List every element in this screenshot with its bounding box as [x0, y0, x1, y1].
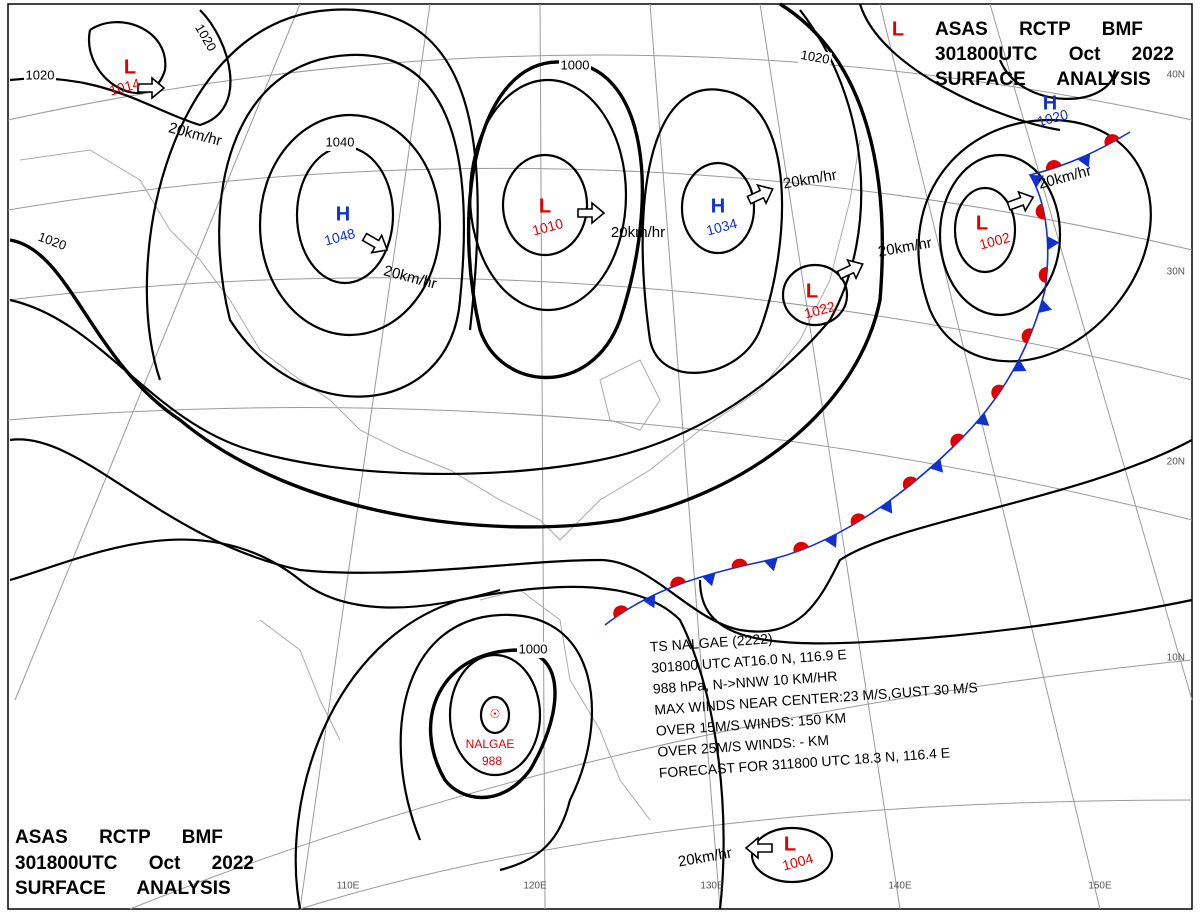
label-bg	[517, 642, 549, 658]
header-line: SURFACE ANALYSIS	[15, 878, 231, 899]
cold-symbol	[764, 557, 778, 572]
cold-symbol	[975, 412, 990, 426]
warm-symbol	[613, 605, 628, 618]
center-symbol: L	[806, 280, 818, 302]
header-line: ASAS RCTP BMF	[15, 827, 223, 848]
label-bg	[34, 229, 70, 255]
center-symbol: L	[784, 833, 796, 855]
isobar-label: 1000	[519, 641, 548, 656]
longitude-label: 110E	[337, 881, 360, 892]
center-pressure: 1048	[323, 225, 357, 249]
motion-arrow	[746, 183, 774, 206]
label-bg	[797, 47, 833, 69]
storm-name: NALGAE	[466, 737, 515, 751]
cold-symbol	[701, 572, 716, 587]
isobars	[9, 2, 1193, 910]
label-bg	[24, 68, 56, 84]
isobar-label: 1020	[26, 67, 55, 82]
center-symbol: L	[892, 18, 904, 40]
storm-pressure: 988	[482, 754, 502, 768]
center-symbol: L	[124, 56, 136, 78]
latitude-label: 30N	[1167, 267, 1185, 278]
cold-symbol	[1047, 236, 1060, 251]
stationary-front	[604, 131, 1131, 626]
header-line: 301800UTC Oct 2022	[935, 44, 1174, 65]
isobar-label: 1020	[800, 47, 831, 67]
cold-symbol	[929, 458, 944, 473]
label-bg	[559, 58, 591, 74]
warm-symbol	[793, 541, 809, 553]
warm-symbol	[950, 433, 964, 448]
center-pressure: 1034	[705, 215, 739, 239]
cold-symbol	[1038, 299, 1052, 314]
motion-arrow	[577, 201, 606, 225]
cold-symbol	[642, 594, 656, 609]
motion-arrows	[137, 76, 1035, 860]
wind-label: 20km/hr	[611, 224, 665, 241]
isobar-label: 1040	[326, 134, 355, 149]
header-line: SURFACE ANALYSIS	[935, 69, 1151, 90]
warm-symbol	[1038, 267, 1048, 283]
warm-symbol	[1046, 160, 1062, 171]
coastlines	[19, 139, 861, 821]
motion-arrow	[137, 76, 166, 100]
center-symbol: L	[976, 212, 988, 234]
warm-symbol	[670, 576, 686, 588]
cold-symbol	[1077, 153, 1091, 168]
warm-symbol	[902, 476, 917, 490]
longitude-label: 150E	[1088, 881, 1112, 892]
warm-symbol	[731, 558, 748, 569]
isobar-label: 1000	[561, 57, 590, 72]
longitude-label: 120E	[523, 881, 547, 892]
longitude-label: 140E	[888, 881, 912, 892]
warm-symbol	[1035, 203, 1046, 220]
storm-symbol: ☉	[490, 707, 501, 721]
warm-symbol	[991, 384, 1004, 400]
graticule	[7, 3, 1193, 910]
label-bg	[324, 135, 356, 151]
latitude-label: 40N	[1167, 70, 1185, 81]
label-bg	[190, 20, 220, 56]
motion-arrow	[836, 258, 864, 281]
motion-arrow	[744, 836, 773, 860]
center-symbol: H	[336, 203, 350, 225]
header-line: 301800UTC Oct 2022	[15, 853, 254, 874]
center-symbol: L	[539, 195, 551, 217]
warm-symbol	[850, 513, 866, 526]
warm-symbol	[1021, 328, 1033, 344]
cold-symbol	[1030, 174, 1045, 188]
center-pressure: 1004	[781, 850, 815, 874]
center-pressure: 1002	[978, 229, 1012, 253]
motion-arrow	[361, 232, 389, 254]
cold-symbol	[824, 533, 837, 548]
center-pressure: 1022	[803, 298, 837, 322]
latitude-label: 10N	[1167, 653, 1185, 664]
header-line: ASAS RCTP BMF	[935, 19, 1143, 40]
center-symbol: H	[1043, 92, 1057, 114]
center-symbol: H	[711, 195, 725, 217]
motion-arrow	[1006, 190, 1035, 213]
cold-symbol	[1012, 359, 1027, 372]
latitude-label: 20N	[1167, 457, 1185, 468]
center-pressure: 1020	[1036, 106, 1070, 130]
center-pressure: 1014	[108, 75, 142, 99]
warm-symbol	[1104, 134, 1120, 147]
longitude-label: 130E	[700, 881, 724, 892]
cold-symbol	[879, 499, 893, 514]
center-pressure: 1010	[531, 215, 565, 239]
